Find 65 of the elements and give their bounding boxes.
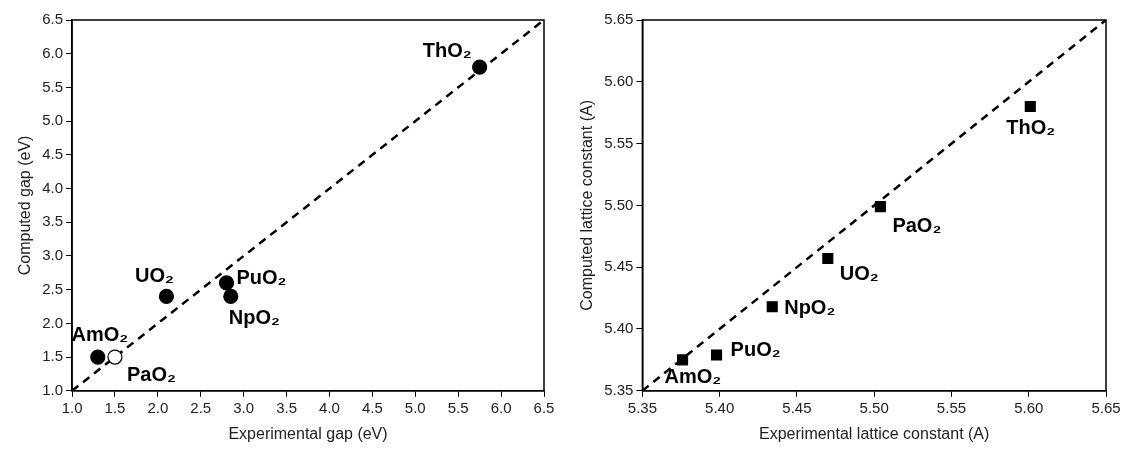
x-axis-title: Experimental lattice constant (A) — [759, 424, 990, 442]
x-tick-label: 5.5 — [447, 398, 469, 416]
x-tick-label: 5.55 — [936, 398, 967, 416]
x-tick-label: 5.45 — [782, 398, 812, 416]
annotation: ThO₂ — [422, 38, 472, 61]
y-tick-label: 2.0 — [42, 313, 64, 331]
x-tick-label: 4.0 — [319, 398, 340, 416]
x-tick-label: 5.65 — [1091, 398, 1121, 416]
y-tick-label: 1.5 — [42, 347, 64, 365]
annotation: NpO₂ — [228, 305, 280, 328]
point — [677, 354, 689, 366]
x-tick-label: 5.50 — [859, 398, 889, 416]
point — [472, 59, 488, 75]
y-axis-title: Computed gap (eV) — [16, 135, 34, 276]
y-tick-label: 3.0 — [42, 246, 64, 264]
x-tick-label: 3.5 — [276, 398, 297, 416]
y-tick-label: 5.45 — [604, 257, 634, 275]
x-tick-label: 3.0 — [233, 398, 255, 416]
annotation: ThO₂ — [1006, 116, 1056, 139]
y-tick-label: 6.5 — [42, 10, 64, 28]
x-tick-label: 5.0 — [404, 398, 426, 416]
y-tick-label: 4.5 — [42, 144, 64, 162]
x-tick-label: 2.5 — [190, 398, 212, 416]
annotation: AmO₂ — [664, 365, 722, 388]
y-tick-label: 5.60 — [604, 71, 634, 89]
point — [90, 349, 106, 365]
y-tick-label: 5.55 — [604, 133, 634, 151]
y-tick-label: 5.50 — [604, 195, 634, 213]
point — [766, 301, 778, 313]
point — [218, 275, 235, 291]
point — [158, 288, 175, 305]
x-axis-title: Experimental gap (eV) — [228, 424, 388, 442]
x-tick-label: 5.40 — [705, 398, 735, 416]
point — [711, 349, 723, 361]
y-tick-label: 5.65 — [604, 10, 634, 28]
point — [822, 253, 834, 265]
point — [1024, 100, 1036, 113]
y-tick-label: 5.40 — [604, 319, 634, 337]
x-tick-label: 6.0 — [490, 398, 512, 416]
y-tick-label: 5.5 — [42, 77, 64, 95]
y-tick-label: 1.0 — [42, 380, 64, 398]
annotation: PaO₂ — [892, 214, 942, 237]
point — [107, 349, 123, 365]
point — [223, 288, 239, 305]
annotation: UO₂ — [135, 263, 174, 286]
annotation: NpO₂ — [784, 296, 836, 319]
y-tick-label: 5.0 — [42, 111, 64, 129]
x-tick-label: 2.0 — [147, 398, 169, 416]
y-tick-label: 6.0 — [42, 43, 64, 61]
x-tick-label: 1.5 — [104, 398, 126, 416]
x-tick-label: 5.35 — [627, 398, 657, 416]
x-tick-label: 5.60 — [1014, 398, 1044, 416]
point — [874, 201, 886, 213]
annotation: PuO₂ — [730, 338, 781, 361]
x-tick-label: 1.0 — [61, 398, 83, 416]
annotation: UO₂ — [839, 262, 879, 285]
x-tick-label: 6.5 — [533, 398, 555, 416]
y-tick-label: 2.5 — [42, 279, 64, 297]
annotation: PuO₂ — [236, 266, 287, 289]
y-tick-label: 5.35 — [604, 380, 634, 398]
annotation: PaO₂ — [126, 362, 176, 385]
y-tick-label: 3.5 — [42, 212, 64, 230]
y-tick-label: 4.0 — [42, 178, 64, 196]
x-tick-label: 4.5 — [361, 398, 383, 416]
y-axis-title: Computed lattice constant (A) — [578, 100, 596, 311]
